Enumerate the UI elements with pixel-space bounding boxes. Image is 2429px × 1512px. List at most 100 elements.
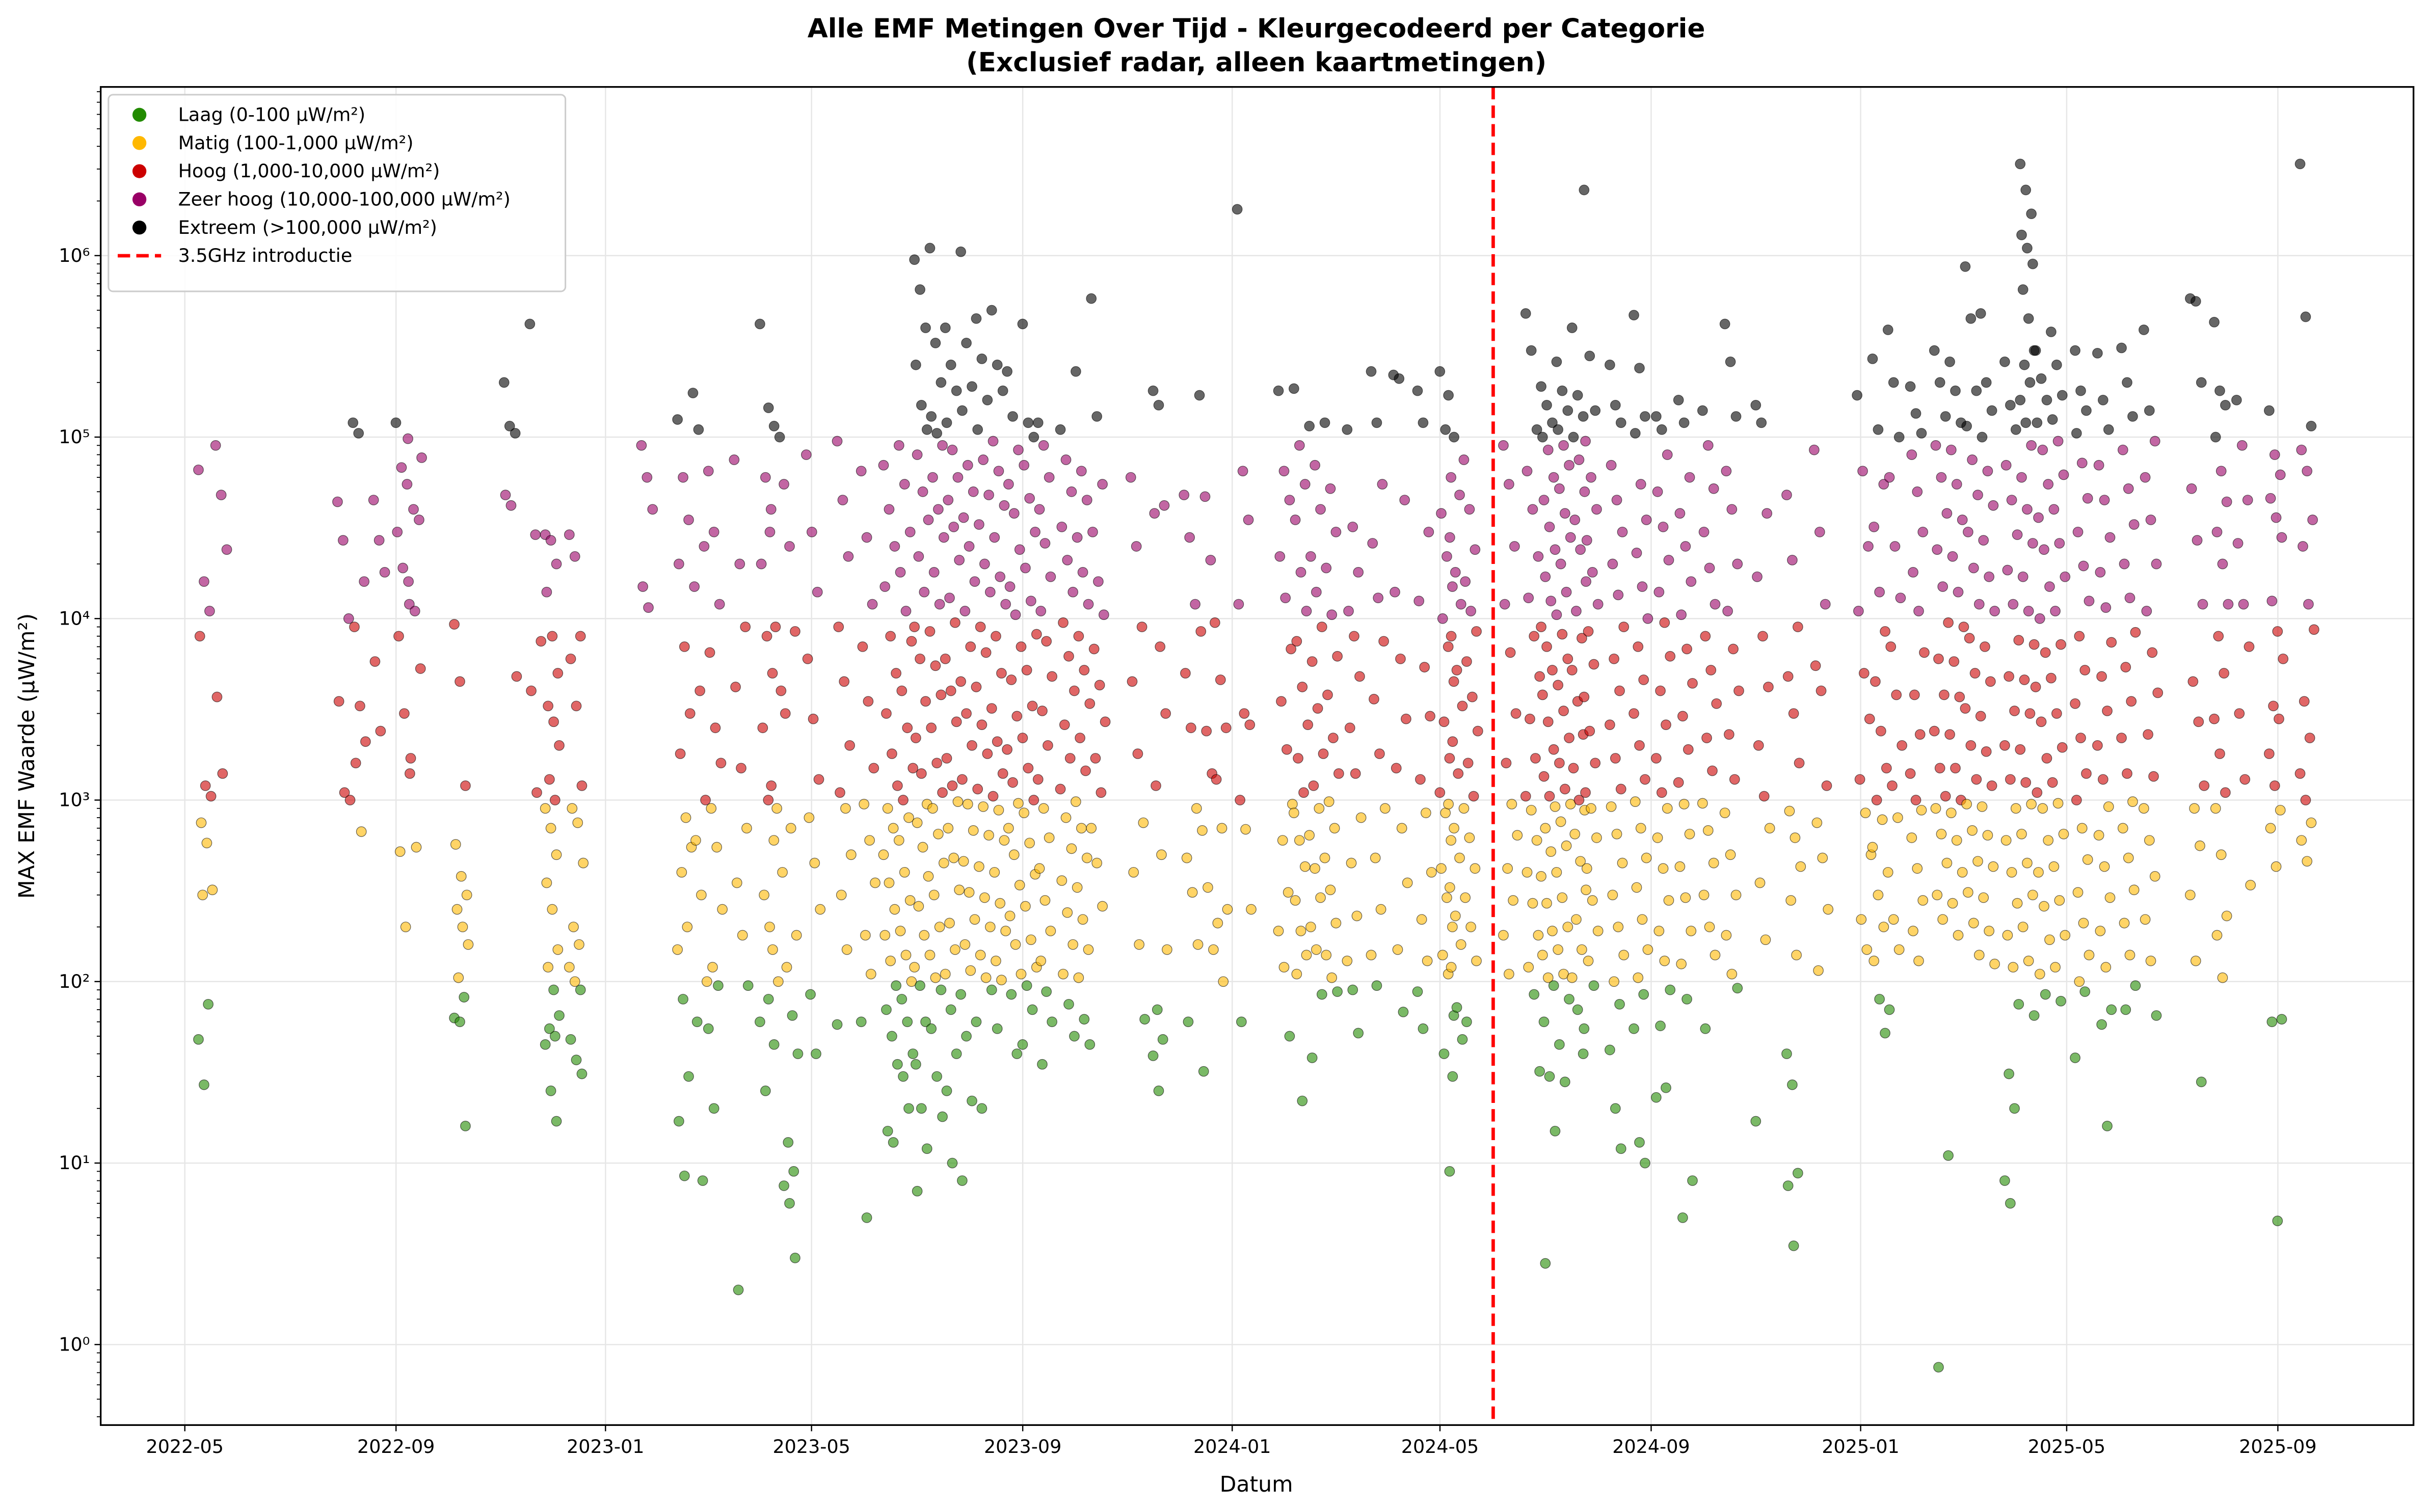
data-point — [1863, 541, 1874, 552]
data-point — [920, 696, 931, 707]
data-point — [540, 803, 551, 814]
data-point — [2078, 917, 2089, 929]
data-point — [1446, 472, 1457, 483]
data-point — [1367, 538, 1378, 549]
data-point — [1278, 962, 1290, 973]
data-point — [2239, 774, 2251, 785]
data-point — [2306, 421, 2317, 431]
data-point — [776, 685, 787, 696]
data-point — [1017, 318, 1028, 330]
data-point — [1977, 801, 1988, 812]
data-point — [801, 449, 812, 460]
data-point — [450, 839, 461, 850]
data-point — [1634, 363, 1645, 373]
x-tick-label: 2025-09 — [2239, 1436, 2316, 1457]
data-point — [217, 768, 228, 779]
data-point — [1330, 917, 1342, 929]
data-point — [1813, 965, 1824, 976]
data-point — [1540, 571, 1551, 582]
data-point — [2046, 327, 2057, 337]
data-point — [1590, 758, 1601, 769]
data-point — [2037, 803, 2048, 814]
data-point — [405, 753, 416, 764]
data-point — [1498, 930, 1509, 941]
data-point — [1897, 740, 1907, 751]
data-point — [2074, 631, 2085, 642]
data-point — [730, 682, 741, 692]
data-point — [1136, 622, 1147, 632]
data-point — [456, 871, 467, 882]
data-point — [903, 812, 914, 823]
data-point — [1055, 784, 1066, 795]
data-point — [1044, 832, 1055, 843]
data-point — [1982, 466, 1993, 476]
data-point — [1673, 777, 1684, 788]
data-point — [944, 592, 955, 604]
data-point — [675, 748, 686, 759]
data-point — [1287, 799, 1298, 809]
data-point — [1960, 703, 1971, 714]
data-point — [2006, 867, 2017, 878]
data-point — [1310, 460, 1320, 471]
data-point — [576, 780, 588, 791]
data-point — [2044, 581, 2055, 592]
data-point — [1351, 910, 1363, 922]
data-point — [1289, 807, 1299, 819]
data-point — [1454, 490, 1465, 500]
data-point — [1781, 1048, 1792, 1059]
data-point — [714, 599, 725, 610]
data-point — [2100, 602, 2112, 613]
data-point — [707, 962, 718, 973]
data-point — [2012, 529, 2023, 540]
data-point — [1128, 867, 1139, 878]
data-point — [332, 496, 343, 507]
data-point — [333, 696, 344, 707]
data-point — [2197, 599, 2208, 610]
data-point — [955, 246, 966, 257]
data-point — [2268, 700, 2279, 712]
data-point — [1561, 586, 1572, 598]
data-point — [1724, 729, 1734, 740]
data-point — [210, 440, 221, 451]
data-point — [1658, 863, 1669, 874]
legend-marker-icon — [132, 221, 147, 235]
data-point — [879, 930, 891, 941]
data-point — [959, 939, 971, 950]
data-point — [1006, 674, 1017, 685]
data-point — [893, 440, 904, 451]
data-point — [1071, 366, 1081, 377]
data-point — [1930, 440, 1941, 451]
data-point — [1615, 784, 1626, 795]
data-point — [2210, 803, 2221, 814]
data-point — [569, 976, 580, 987]
data-point — [2269, 449, 2280, 460]
data-point — [1306, 1052, 1318, 1063]
data-point — [708, 1103, 719, 1114]
data-point — [1060, 454, 1072, 465]
data-point — [1634, 740, 1645, 751]
data-point — [1464, 504, 1475, 515]
data-point — [1536, 622, 1546, 632]
data-point — [1986, 780, 1997, 791]
data-point — [1663, 555, 1674, 565]
plot-frame — [99, 86, 2415, 1426]
data-point — [575, 984, 586, 995]
data-point — [2128, 519, 2140, 530]
data-point — [1821, 780, 1832, 791]
data-point — [1547, 665, 1558, 676]
data-point — [1442, 892, 1452, 903]
data-point — [987, 436, 999, 447]
data-point — [1332, 986, 1343, 997]
data-point — [1678, 799, 1690, 809]
data-point — [1951, 835, 1962, 846]
data-point — [359, 576, 369, 587]
data-point — [1781, 490, 1792, 500]
data-point — [984, 922, 996, 932]
x-tick-label: 2024-09 — [1612, 1436, 1690, 1457]
data-point — [1932, 544, 1943, 555]
data-point — [1575, 856, 1586, 867]
data-point — [1418, 1023, 1429, 1034]
data-point — [1880, 1028, 1890, 1039]
data-point — [1656, 424, 1667, 435]
data-point — [460, 780, 471, 791]
